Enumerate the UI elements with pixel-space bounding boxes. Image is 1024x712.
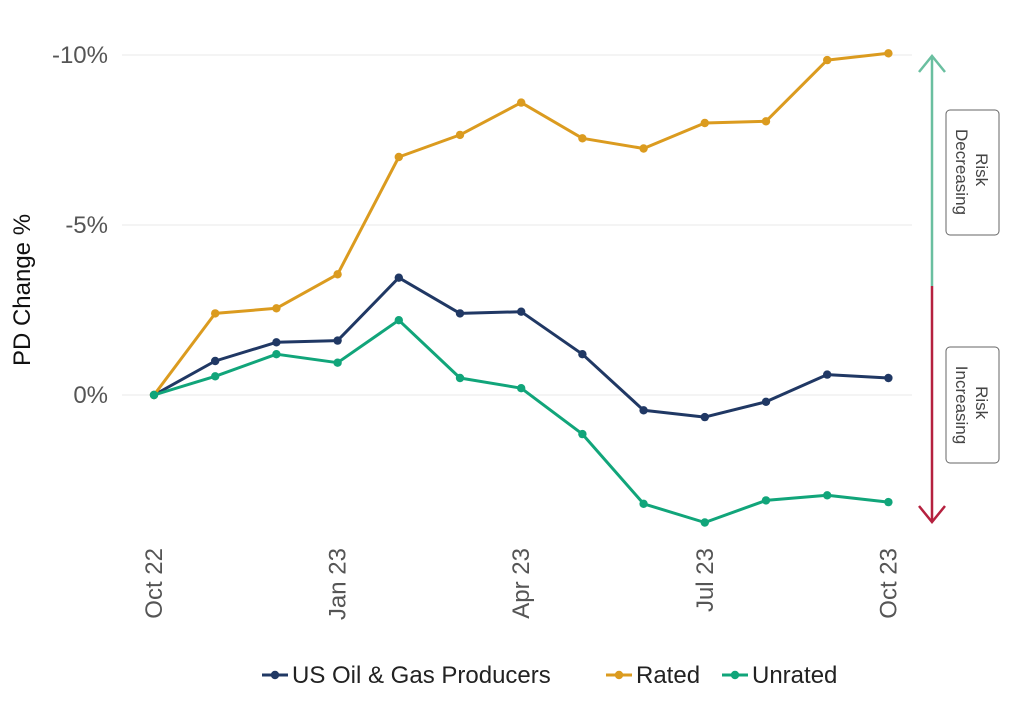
y-axis-label: PD Change % [9, 214, 36, 366]
data-point-unrated [149, 390, 159, 400]
risk-increasing-arrowhead [918, 505, 946, 524]
legend-label-us-oil-gas-producers: US Oil & Gas Producers [292, 662, 551, 689]
data-point-rated [333, 270, 342, 279]
data-point-rated [578, 134, 587, 143]
data-point-unrated [639, 499, 648, 508]
data-point-rated [272, 304, 281, 313]
y-tick-label: -10% [52, 42, 108, 69]
data-point-rated [639, 144, 648, 153]
risk-decreasing-box [945, 109, 1000, 236]
risk-decreasing-arrowhead [918, 54, 946, 73]
series-line-us-oil-gas-producers [153, 276, 889, 419]
data-point-unrated [211, 372, 220, 381]
x-tick-label: Oct 23 [875, 548, 902, 619]
data-point-rated [394, 152, 403, 162]
data-point-us-oil-gas-producers [761, 397, 771, 406]
legend-label-unrated: Unrated [752, 662, 837, 689]
series-line-unrated [153, 318, 889, 524]
data-point-us-oil-gas-producers [578, 350, 587, 359]
data-point-unrated [517, 384, 526, 393]
risk-indicator: Risk Decreasing Risk Increasing [918, 54, 1000, 524]
y-axis-ticks: -10% -5% 0% [52, 42, 108, 409]
data-point-rated [517, 98, 526, 107]
data-point-us-oil-gas-producers [394, 273, 403, 282]
risk-increasing-label: Risk Increasing [952, 366, 991, 444]
x-tick-label: Oct 22 [141, 548, 168, 619]
risk-increasing-box [945, 346, 1000, 464]
data-point-rated [884, 49, 893, 58]
legend-label-rated: Rated [636, 662, 700, 689]
data-point-unrated [700, 518, 709, 527]
data-point-unrated [272, 350, 281, 359]
legend-marker-rated [614, 670, 624, 680]
y-tick-label: -5% [65, 212, 108, 239]
y-tick-label: 0% [73, 382, 108, 409]
series-group [149, 49, 893, 527]
legend: US Oil & Gas Producers Rated Unrated [262, 662, 837, 689]
data-point-us-oil-gas-producers [333, 336, 342, 345]
data-point-rated [823, 55, 832, 65]
data-point-rated [700, 118, 709, 128]
data-point-us-oil-gas-producers [272, 338, 281, 347]
data-point-us-oil-gas-producers [639, 406, 648, 415]
data-point-rated [761, 117, 771, 126]
data-point-us-oil-gas-producers [700, 412, 709, 422]
data-point-rated [455, 130, 465, 140]
data-point-unrated [394, 316, 403, 325]
risk-decreasing-label: Risk Decreasing [952, 129, 991, 215]
x-tick-label: Apr 23 [508, 548, 535, 619]
data-point-unrated [884, 497, 893, 507]
data-point-rated [211, 309, 220, 318]
data-point-us-oil-gas-producers [823, 370, 832, 379]
data-point-unrated [823, 491, 832, 500]
legend-marker-unrated [730, 670, 740, 680]
legend-marker-us-oil-gas-producers [270, 670, 280, 680]
data-point-unrated [761, 496, 771, 505]
data-point-unrated [333, 358, 342, 367]
data-point-unrated [455, 373, 465, 383]
data-point-unrated [578, 429, 587, 439]
data-point-us-oil-gas-producers [211, 356, 220, 366]
x-tick-label: Jul 23 [692, 548, 719, 612]
x-axis-ticks: Oct 22 Jan 23 Apr 23 Jul 23 Oct 23 [141, 548, 902, 620]
data-point-us-oil-gas-producers [517, 307, 526, 316]
x-tick-label: Jan 23 [325, 548, 352, 620]
data-point-us-oil-gas-producers [884, 373, 893, 383]
data-point-us-oil-gas-producers [455, 309, 465, 318]
